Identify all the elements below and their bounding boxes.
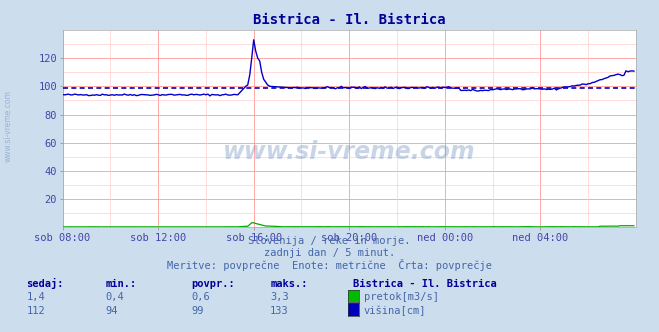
Text: 0,6: 0,6 (191, 292, 210, 302)
Text: 99: 99 (191, 306, 204, 316)
Text: zadnji dan / 5 minut.: zadnji dan / 5 minut. (264, 248, 395, 258)
Text: 3,3: 3,3 (270, 292, 289, 302)
Text: Slovenija / reke in morje.: Slovenija / reke in morje. (248, 236, 411, 246)
Text: 133: 133 (270, 306, 289, 316)
Text: pretok[m3/s]: pretok[m3/s] (364, 292, 439, 302)
Text: min.:: min.: (105, 279, 136, 289)
Text: 112: 112 (26, 306, 45, 316)
Text: povpr.:: povpr.: (191, 279, 235, 289)
Text: 94: 94 (105, 306, 118, 316)
Text: 1,4: 1,4 (26, 292, 45, 302)
Text: maks.:: maks.: (270, 279, 308, 289)
Text: sedaj:: sedaj: (26, 278, 64, 289)
Text: Meritve: povprečne  Enote: metrične  Črta: povprečje: Meritve: povprečne Enote: metrične Črta:… (167, 259, 492, 271)
Text: www.si-vreme.com: www.si-vreme.com (223, 140, 476, 164)
Text: www.si-vreme.com: www.si-vreme.com (3, 90, 13, 162)
Text: višina[cm]: višina[cm] (364, 305, 426, 316)
Title: Bistrica - Il. Bistrica: Bistrica - Il. Bistrica (253, 13, 445, 27)
Text: Bistrica - Il. Bistrica: Bistrica - Il. Bistrica (353, 279, 496, 289)
Text: 0,4: 0,4 (105, 292, 124, 302)
